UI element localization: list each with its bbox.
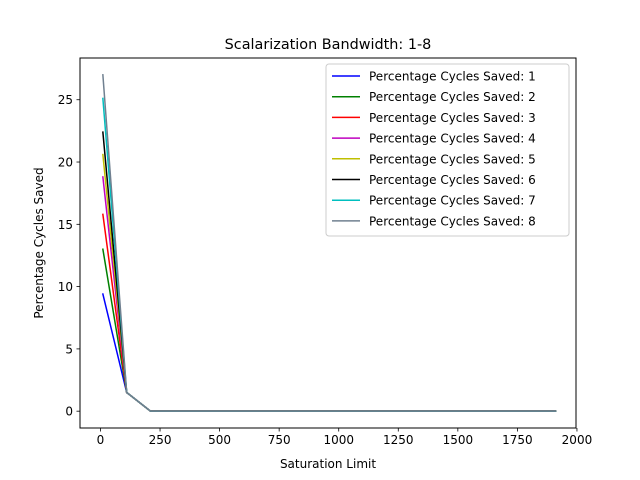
x-axis-ticks: 0 250 500 750 1000 1250 1500 1750 2000 xyxy=(97,428,593,447)
series-layer xyxy=(101,74,557,412)
y-tick-label: 0 xyxy=(65,405,73,419)
x-tick-label: 1000 xyxy=(323,433,354,447)
x-tick-label: 2000 xyxy=(562,433,593,447)
legend-label-5: Percentage Cycles Saved: 5 xyxy=(369,152,536,166)
legend-label-6: Percentage Cycles Saved: 6 xyxy=(369,173,536,187)
axes-frame xyxy=(79,57,577,429)
y-tick-label: 15 xyxy=(58,218,73,232)
legend-label-7: Percentage Cycles Saved: 7 xyxy=(369,194,536,208)
legend-label-3: Percentage Cycles Saved: 3 xyxy=(369,111,536,125)
series-line-8 xyxy=(102,74,557,412)
x-axis-label: Saturation Limit xyxy=(280,457,376,471)
y-tick-label: 10 xyxy=(58,280,73,294)
y-axis-ticks: 0 5 10 15 20 25 xyxy=(58,93,80,419)
legend-label-1: Percentage Cycles Saved: 1 xyxy=(369,70,536,84)
x-tick-label: 750 xyxy=(268,433,291,447)
chart-title: Scalarization Bandwidth: 1-8 xyxy=(225,37,432,53)
y-tick-label: 20 xyxy=(58,156,73,170)
y-tick-label: 25 xyxy=(58,93,73,107)
x-tick-label: 0 xyxy=(97,433,105,447)
x-tick-label: 1500 xyxy=(443,433,474,447)
legend-frame xyxy=(325,63,570,237)
x-tick-label: 1750 xyxy=(502,433,533,447)
legend: Percentage Cycles Saved: 1 Percentage Cyc… xyxy=(325,63,570,237)
legend-label-8: Percentage Cycles Saved: 8 xyxy=(369,214,536,228)
x-tick-label: 500 xyxy=(208,433,231,447)
plot-area: 0 250 500 750 1000 1250 1500 1750 2000 0 5 10 15 20 2… xyxy=(58,57,593,447)
y-axis-label: Percentage Cycles Saved xyxy=(32,167,46,318)
legend-label-2: Percentage Cycles Saved: 2 xyxy=(369,90,536,104)
y-tick-label: 5 xyxy=(65,342,73,356)
x-tick-label: 250 xyxy=(149,433,172,447)
x-tick-label: 1250 xyxy=(383,433,414,447)
legend-label-4: Percentage Cycles Saved: 4 xyxy=(369,132,536,146)
legend-items: Percentage Cycles Saved: 1 Percentage Cyc… xyxy=(332,70,536,228)
